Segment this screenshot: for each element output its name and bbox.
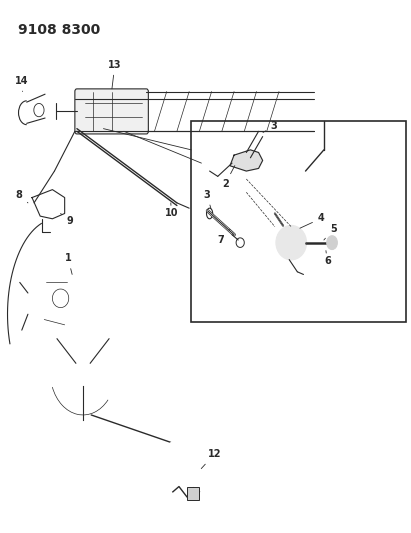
Text: 9108 8300: 9108 8300 <box>18 22 100 37</box>
Text: 12: 12 <box>201 449 221 469</box>
Circle shape <box>327 236 337 249</box>
Text: 3: 3 <box>263 120 277 133</box>
Text: 9: 9 <box>60 214 74 226</box>
Text: 7: 7 <box>218 229 230 245</box>
Text: 3: 3 <box>203 190 211 208</box>
Text: 10: 10 <box>165 203 178 218</box>
Text: 13: 13 <box>108 60 122 89</box>
Bar <box>187 487 199 500</box>
Text: 8: 8 <box>16 190 28 203</box>
Text: 14: 14 <box>14 76 28 92</box>
Circle shape <box>150 433 240 533</box>
Text: 6: 6 <box>324 251 330 266</box>
Text: 2: 2 <box>222 166 235 189</box>
Text: 1: 1 <box>65 253 72 274</box>
Polygon shape <box>230 150 263 171</box>
Ellipse shape <box>276 225 307 260</box>
Text: 4: 4 <box>300 213 325 228</box>
FancyBboxPatch shape <box>75 89 148 134</box>
Text: 5: 5 <box>324 224 337 240</box>
Bar <box>191 120 406 322</box>
